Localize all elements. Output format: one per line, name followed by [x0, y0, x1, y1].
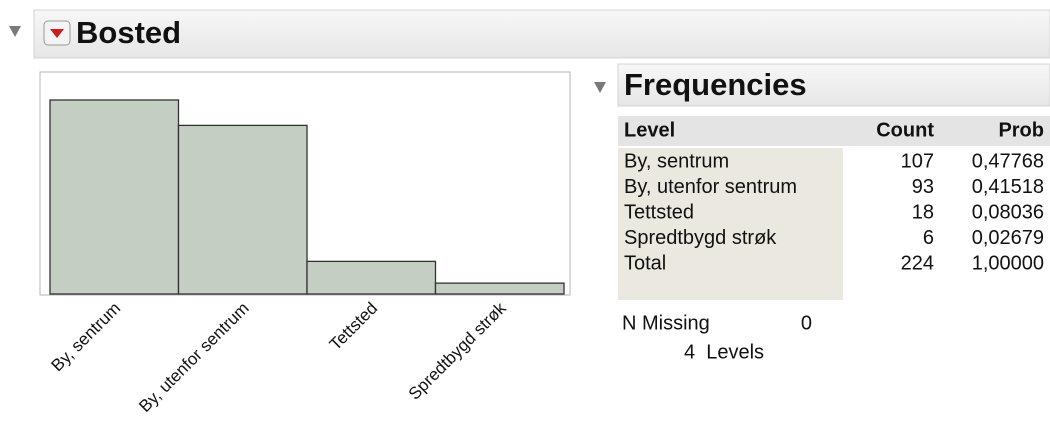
red-triangle — [50, 29, 64, 38]
table-cell: By, sentrum — [624, 150, 729, 172]
column-header-cell — [843, 116, 940, 146]
report-title: Bosted — [76, 15, 181, 50]
n-missing-value: 0 — [801, 312, 812, 334]
table-cell: Tettsted — [624, 201, 694, 223]
table-cell: 18 — [912, 201, 934, 223]
table-cell: Total — [624, 252, 666, 274]
table-cell: 93 — [912, 176, 934, 198]
table-cell: 0,47768 — [972, 150, 1044, 172]
table-cell: 0,02679 — [972, 227, 1044, 249]
column-header: Level — [624, 119, 675, 141]
frequencies-header — [617, 63, 1050, 107]
table-cell: 224 — [901, 252, 934, 274]
table-cell: 107 — [901, 150, 934, 172]
bar — [49, 99, 180, 295]
table-cell: By, utenfor sentrum — [624, 176, 797, 198]
table-cell: 6 — [923, 227, 934, 249]
outline-header — [33, 9, 1050, 59]
collapse-triangle[interactable] — [594, 82, 606, 93]
level-column-bg — [618, 148, 843, 300]
n-missing-label: N Missing — [622, 312, 710, 334]
bar — [306, 260, 437, 295]
frequencies-title: Frequencies — [624, 67, 807, 102]
bar — [434, 282, 565, 295]
column-header-cell — [618, 116, 843, 146]
column-header: Count — [876, 119, 934, 141]
table-cell: 0,08036 — [972, 201, 1044, 223]
column-header-cell — [940, 116, 1050, 146]
table-cell: Spredtbygd strøk — [624, 227, 777, 249]
column-header: Prob — [998, 119, 1044, 141]
collapse-triangle[interactable] — [9, 26, 21, 37]
table-cell: 0,41518 — [972, 176, 1044, 198]
table-cell: 1,00000 — [972, 252, 1044, 274]
levels-count: 4 Levels — [684, 341, 764, 363]
bar — [177, 124, 308, 295]
